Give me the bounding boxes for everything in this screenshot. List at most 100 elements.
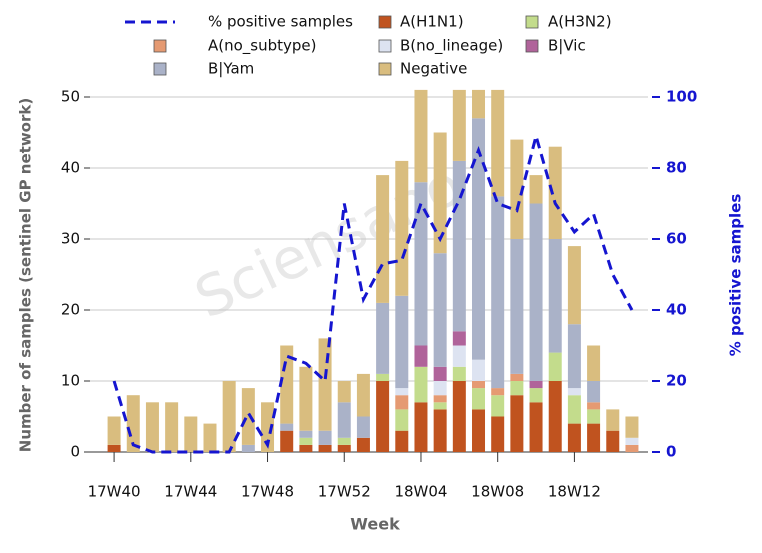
bar-segment: [376, 302, 390, 374]
bar-segment: [548, 239, 562, 353]
bar-segment: [548, 146, 562, 239]
bar-segment: [337, 444, 351, 452]
bar-segment: [395, 430, 409, 452]
bar-segment: [452, 366, 466, 381]
bar-segment: [587, 402, 601, 410]
bar-segment: [510, 239, 524, 374]
bar-segment: [414, 366, 428, 403]
x-axis-label: Week: [350, 515, 400, 534]
bar-segment: [472, 89, 486, 119]
bar-segment: [337, 437, 351, 445]
bar-segment: [567, 246, 581, 325]
bar-segment: [414, 402, 428, 452]
bar-segment: [625, 437, 639, 445]
bar-segment: [318, 338, 332, 431]
bar-segment: [472, 409, 486, 452]
bar-segment: [395, 395, 409, 410]
y2-tick-label: 100: [666, 88, 697, 106]
watermark: Sciensano: [186, 152, 472, 331]
bar-segment: [625, 444, 639, 452]
y2-axis-label: % positive samples: [727, 194, 745, 357]
bar-segment: [395, 295, 409, 389]
bar-segment: [356, 437, 370, 452]
bar-segment: [587, 381, 601, 403]
bar-segment: [433, 402, 447, 410]
bar-segment: [529, 203, 543, 381]
bar-segment: [548, 352, 562, 381]
bar-segment: [452, 381, 466, 452]
legend-label: A(no_subtype): [208, 37, 317, 56]
bar-segment: [510, 373, 524, 381]
bar-segment: [567, 395, 581, 424]
bar-segment: [376, 175, 390, 303]
y-tick-label: 40: [61, 159, 80, 177]
bar-segment: [452, 89, 466, 161]
bar-segment: [356, 373, 370, 417]
bar-segment: [299, 366, 313, 431]
legend-swatch: [153, 39, 167, 53]
bar-segment: [241, 444, 255, 452]
y-tick-label: 30: [61, 230, 80, 248]
bar-segment: [126, 395, 140, 452]
bar-segment: [414, 89, 428, 183]
bar-segment: [472, 388, 486, 410]
x-tick-label: 18W12: [548, 483, 601, 501]
bar-segment: [299, 430, 313, 438]
bar-segment: [433, 132, 447, 254]
bar-segment: [165, 402, 179, 452]
bar-segment: [337, 402, 351, 438]
y-axis-label: Number of samples (sentinel GP network): [17, 98, 35, 452]
legend-swatch: [378, 62, 392, 76]
bar-segment: [433, 395, 447, 403]
x-tick-label: 18W04: [394, 483, 447, 501]
legend-swatch: [378, 15, 392, 29]
bar-segment: [433, 253, 447, 367]
bar-segment: [491, 89, 505, 197]
bar-segment: [184, 416, 198, 452]
bar-segment: [395, 409, 409, 431]
bar-segment: [376, 373, 390, 381]
bar-segment: [261, 402, 275, 452]
bar-segment: [414, 345, 428, 367]
bar-segment: [452, 345, 466, 367]
bar-segment: [299, 444, 313, 452]
bar-segment: [356, 416, 370, 438]
bar-segment: [337, 381, 351, 403]
legend-label: B|Vic: [548, 37, 586, 55]
bar-segment: [395, 160, 409, 296]
bar-segment: [529, 175, 543, 204]
bar-segment: [452, 160, 466, 332]
y2-tick-label: 20: [666, 372, 687, 390]
bar-segment: [452, 331, 466, 346]
legend-label: Negative: [400, 60, 467, 78]
x-tick-label: 17W52: [318, 483, 371, 501]
x-tick-label: 17W44: [164, 483, 217, 501]
y-tick-label: 50: [61, 88, 80, 106]
legend-label: A(H1N1): [400, 13, 464, 31]
bar-segment: [567, 324, 581, 389]
bar-segment: [376, 381, 390, 452]
bar-segment: [203, 423, 217, 452]
bar-segment: [567, 423, 581, 452]
bar-segment: [491, 196, 505, 389]
y-tick-label: 20: [61, 301, 80, 319]
y2-tick-label: 0: [666, 443, 676, 461]
bar-segment: [491, 395, 505, 417]
bar-segment: [145, 402, 159, 452]
bar-segment: [107, 444, 121, 452]
bar-segment: [280, 423, 294, 431]
y2-tick-label: 40: [666, 301, 687, 319]
legend-swatch: [525, 39, 539, 53]
legend-label: B(no_lineage): [400, 37, 503, 56]
bar-segment: [414, 182, 428, 346]
y2-tick-label: 80: [666, 159, 687, 177]
legend-swatch: [525, 15, 539, 29]
bar-segment: [299, 437, 313, 445]
bar-segment: [472, 359, 486, 381]
legend-swatch: [378, 39, 392, 53]
bar-segment: [491, 388, 505, 396]
bar-segment: [510, 139, 524, 239]
bar-segment: [107, 416, 121, 445]
bar-segment: [567, 388, 581, 396]
x-tick-label: 17W48: [241, 483, 294, 501]
